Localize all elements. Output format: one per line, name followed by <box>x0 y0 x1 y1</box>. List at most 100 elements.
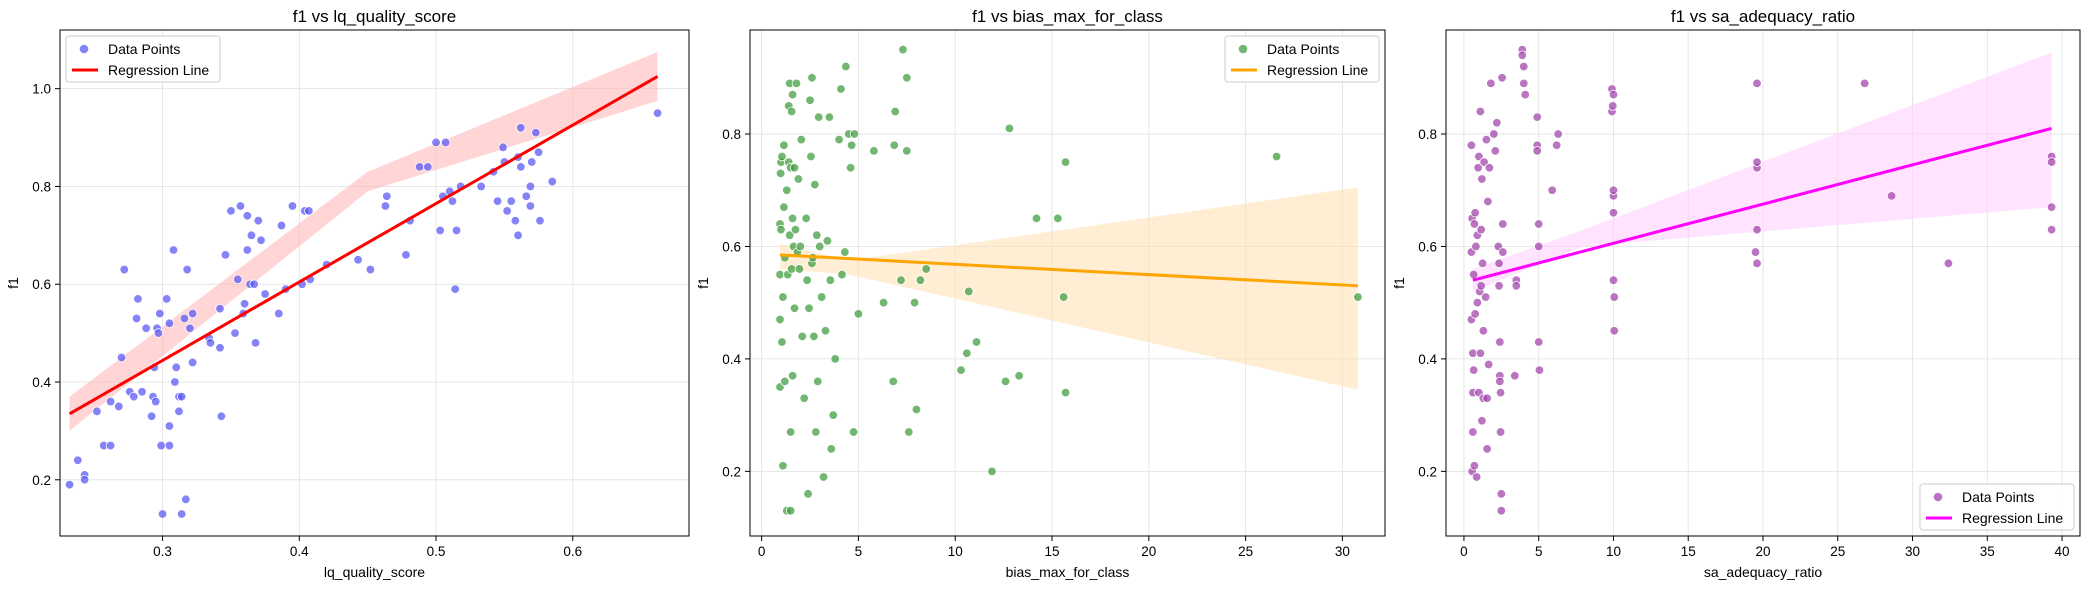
data-point <box>813 376 823 387</box>
data-point <box>825 275 836 285</box>
data-point <box>1060 157 1071 167</box>
data-point <box>1484 163 1495 173</box>
data-point <box>840 247 850 257</box>
data-point <box>242 211 253 221</box>
data-point <box>845 163 856 173</box>
data-point <box>841 61 851 72</box>
data-point <box>435 225 445 236</box>
data-point <box>92 406 102 417</box>
data-point <box>811 427 821 437</box>
data-point <box>525 181 536 192</box>
data-point <box>1271 151 1282 162</box>
data-point <box>797 331 807 342</box>
data-point <box>1353 292 1363 302</box>
data-point <box>1752 157 1762 167</box>
legend-label-line: Regression Line <box>1267 62 1368 78</box>
data-point <box>1494 258 1504 269</box>
data-point <box>1053 213 1063 224</box>
legend-marker-points <box>1238 44 1248 54</box>
data-point <box>791 78 802 89</box>
data-point <box>276 220 287 231</box>
data-point <box>1058 292 1069 302</box>
x-tick-label: 5 <box>855 544 863 559</box>
data-point <box>146 411 157 421</box>
data-point <box>64 479 75 490</box>
y-tick-label: 0.2 <box>32 473 51 488</box>
data-point <box>2046 202 2057 212</box>
data-point <box>787 89 798 100</box>
x-tick-label: 0.3 <box>153 544 172 559</box>
data-point <box>498 142 508 153</box>
x-tick-label: 0 <box>1460 544 1468 559</box>
data-point <box>1496 506 1507 516</box>
data-point <box>775 269 785 280</box>
x-tick-label: 15 <box>1681 544 1696 559</box>
data-point <box>787 371 798 381</box>
data-point <box>1609 292 1619 302</box>
legend-label-line: Regression Line <box>1962 510 2063 526</box>
data-point <box>820 326 831 336</box>
data-point <box>1482 444 1492 454</box>
data-point <box>164 318 175 329</box>
data-point <box>987 466 997 477</box>
axes-frame <box>749 29 1386 537</box>
data-point <box>1608 208 1619 218</box>
data-point <box>853 309 864 319</box>
data-point <box>215 303 225 314</box>
x-tick-label: 5 <box>1535 544 1543 559</box>
data-point <box>79 475 90 485</box>
data-point <box>964 286 974 297</box>
chart-title: f1 vs sa_adequacy_ratio <box>1671 7 1855 26</box>
data-point <box>786 264 797 274</box>
data-point <box>129 391 139 402</box>
plot-area <box>1466 44 2057 516</box>
legend-label-line: Regression Line <box>108 62 209 78</box>
data-point <box>215 343 225 353</box>
data-point <box>1476 224 1486 235</box>
data-point <box>962 348 972 358</box>
data-point <box>878 297 889 308</box>
data-point <box>1495 387 1506 398</box>
data-point <box>521 191 531 201</box>
data-point <box>1752 224 1762 235</box>
data-point <box>915 275 926 285</box>
data-point <box>260 289 270 299</box>
x-tick-label: 10 <box>1606 544 1621 559</box>
data-point <box>2046 224 2057 235</box>
data-point <box>807 73 817 83</box>
legend-marker-points <box>1933 492 1943 502</box>
data-point <box>137 387 147 397</box>
data-point <box>837 269 847 280</box>
data-point <box>889 140 899 150</box>
confidence-band <box>1472 52 2052 292</box>
data-point <box>516 123 526 133</box>
data-point <box>1483 196 1493 207</box>
data-point <box>513 230 523 241</box>
data-point <box>1466 140 1477 150</box>
data-point <box>1534 241 1544 252</box>
plot-area <box>64 52 663 519</box>
data-point <box>785 427 796 437</box>
data-point <box>242 245 253 255</box>
data-point <box>896 275 906 285</box>
data-point <box>1495 427 1506 437</box>
data-point <box>1497 73 1507 83</box>
data-point <box>182 264 192 275</box>
data-point <box>239 299 250 309</box>
x-axis-label: bias_max_for_class <box>1006 564 1130 580</box>
data-point <box>440 137 451 148</box>
data-point <box>256 235 266 245</box>
data-point <box>401 250 411 260</box>
data-point <box>1609 326 1619 336</box>
data-point <box>787 213 798 224</box>
x-tick-label: 0.6 <box>563 544 582 559</box>
y-axis-label: f1 <box>695 277 711 289</box>
data-point <box>547 176 557 187</box>
data-point <box>789 303 800 314</box>
data-point <box>814 112 824 122</box>
data-point <box>890 106 900 117</box>
legend-marker-points <box>79 44 89 54</box>
data-point <box>226 206 236 216</box>
x-axis-label: lq_quality_score <box>324 564 425 580</box>
